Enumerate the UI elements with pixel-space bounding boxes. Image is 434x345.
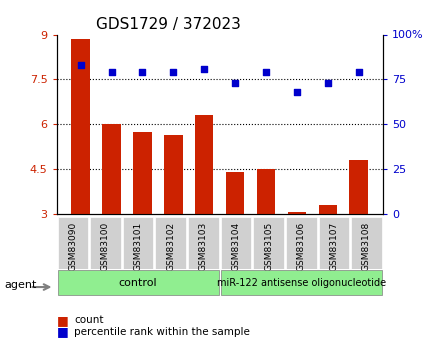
Text: miR-122 antisense oligonucleotide: miR-122 antisense oligonucleotide: [216, 278, 385, 288]
Point: [355, 69, 362, 75]
Text: GSM83108: GSM83108: [361, 222, 370, 272]
Bar: [194, 115, 213, 214]
FancyBboxPatch shape: [122, 217, 153, 269]
FancyBboxPatch shape: [187, 217, 218, 269]
FancyBboxPatch shape: [285, 217, 316, 269]
FancyBboxPatch shape: [90, 217, 121, 269]
Bar: [349, 160, 367, 214]
Bar: [102, 124, 121, 214]
Bar: [133, 132, 151, 214]
Bar: [225, 172, 244, 214]
Point: [169, 69, 176, 75]
Point: [138, 69, 145, 75]
Text: GSM83104: GSM83104: [231, 222, 240, 271]
FancyBboxPatch shape: [220, 217, 251, 269]
Point: [77, 62, 84, 68]
Text: count: count: [74, 315, 103, 325]
Text: GSM83090: GSM83090: [68, 222, 77, 272]
FancyBboxPatch shape: [318, 217, 349, 269]
Bar: [256, 169, 275, 214]
Point: [108, 69, 115, 75]
Point: [324, 80, 331, 86]
Text: GSM83103: GSM83103: [198, 222, 207, 272]
Text: control: control: [118, 278, 157, 288]
Text: GSM83102: GSM83102: [166, 222, 175, 271]
Point: [231, 80, 238, 86]
Text: GSM83100: GSM83100: [101, 222, 110, 272]
FancyBboxPatch shape: [57, 270, 218, 295]
FancyBboxPatch shape: [220, 270, 381, 295]
Bar: [318, 205, 336, 214]
FancyBboxPatch shape: [350, 217, 381, 269]
Text: GSM83101: GSM83101: [133, 222, 142, 272]
Point: [262, 69, 269, 75]
Point: [200, 66, 207, 71]
Bar: [287, 213, 306, 214]
Text: ■: ■: [56, 325, 68, 338]
FancyBboxPatch shape: [155, 217, 186, 269]
Text: ■: ■: [56, 314, 68, 327]
Bar: [71, 39, 90, 214]
FancyBboxPatch shape: [57, 217, 88, 269]
Bar: [164, 135, 182, 214]
Text: GSM83105: GSM83105: [263, 222, 273, 272]
Text: percentile rank within the sample: percentile rank within the sample: [74, 327, 249, 337]
Text: GSM83106: GSM83106: [296, 222, 305, 272]
Point: [293, 89, 300, 95]
Text: GDS1729 / 372023: GDS1729 / 372023: [95, 17, 240, 32]
Text: agent: agent: [4, 280, 36, 289]
Text: GSM83107: GSM83107: [329, 222, 338, 272]
FancyBboxPatch shape: [253, 217, 283, 269]
